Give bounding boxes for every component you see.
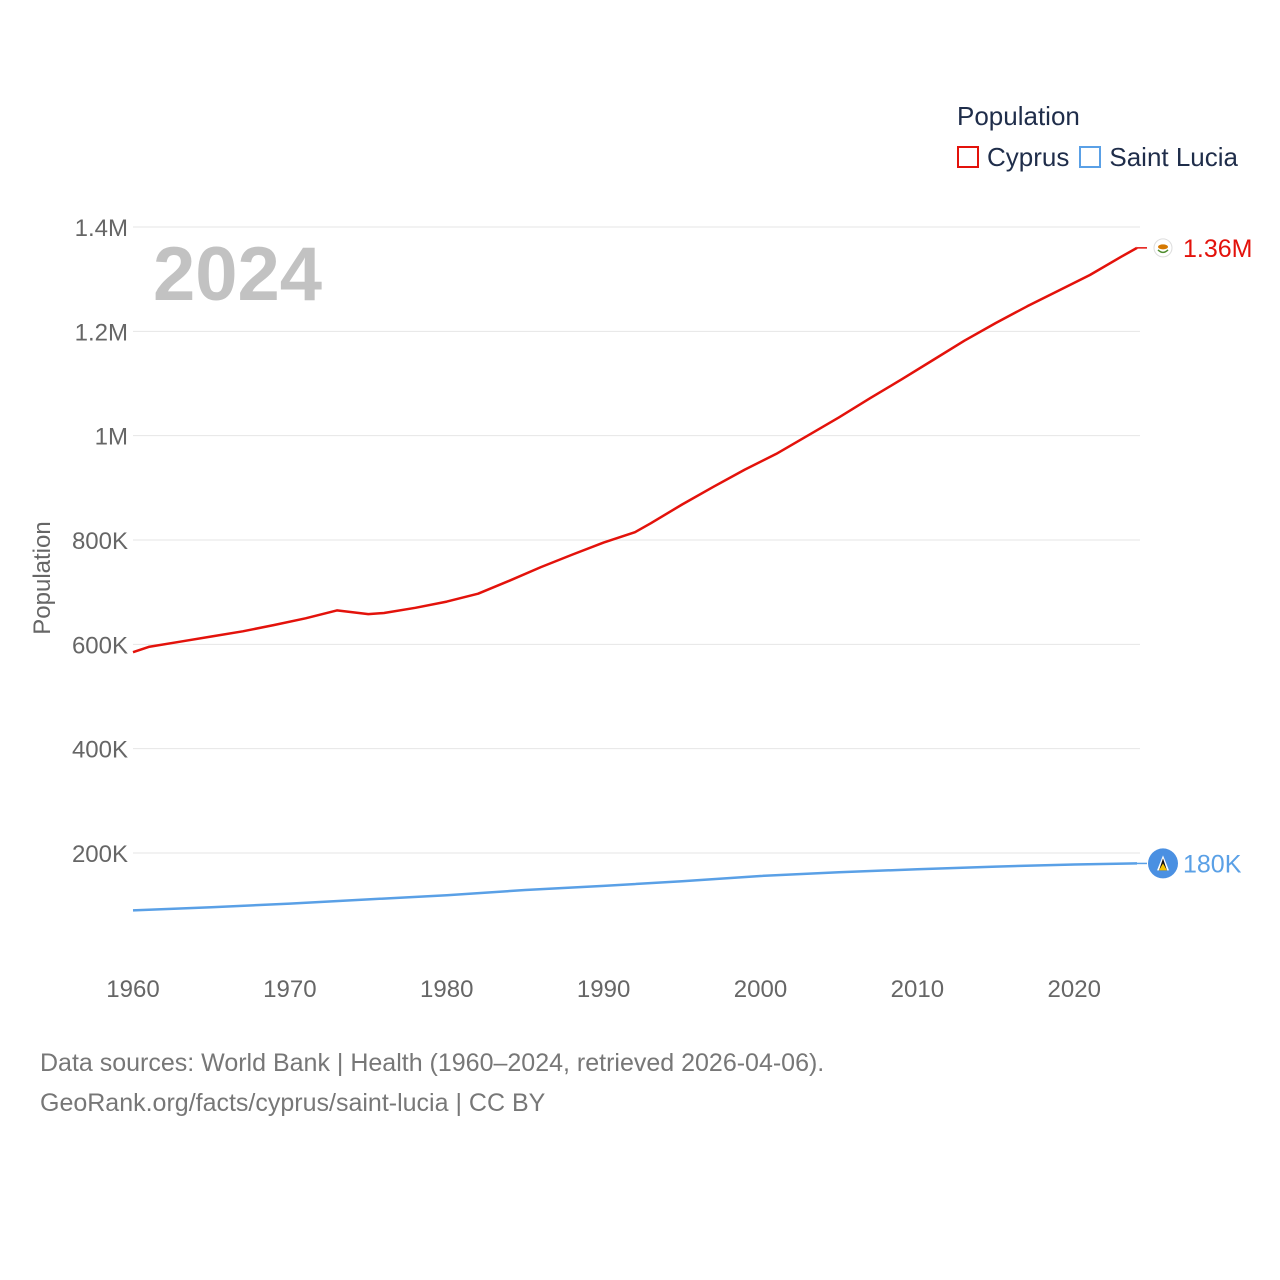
legend-item-saint-lucia[interactable]: Saint Lucia — [1079, 142, 1238, 172]
series-line-saint-lucia — [132, 862, 1138, 912]
caption: Data sources: World Bank | Health (1960–… — [40, 1043, 824, 1123]
y-axis-label: Population — [29, 521, 56, 634]
saint-lucia-flag-gold — [1159, 863, 1167, 871]
x-tick-label: 2020 — [1048, 976, 1101, 1003]
y-tick-label: 1M — [95, 424, 128, 451]
x-axis-ticks: 1960 1970 1980 1990 2000 2010 2020 — [106, 976, 1101, 1003]
caption-link[interactable]: GeoRank.org/facts/cyprus/saint-lucia | C… — [40, 1089, 546, 1117]
year-watermark: 2024 — [153, 232, 322, 317]
y-axis-ticks: 200K 400K 600K 800K 1M 1.2M 1.4M — [72, 215, 128, 868]
legend-swatch-cyprus — [957, 146, 979, 168]
cyprus-flag-island — [1158, 244, 1168, 250]
series-line-cyprus — [132, 246, 1138, 654]
legend-item-cyprus[interactable]: Cyprus — [957, 142, 1069, 172]
series-lines — [132, 246, 1138, 912]
end-value-label: 1.36M — [1183, 235, 1252, 263]
x-tick-label: 1980 — [420, 976, 473, 1003]
x-tick-label: 1960 — [106, 976, 159, 1003]
legend-items: Cyprus Saint Lucia — [957, 142, 1248, 172]
x-tick-label: 1990 — [577, 976, 630, 1003]
end-labels: 1.36M 180K — [1137, 235, 1252, 879]
x-tick-label: 2010 — [891, 976, 944, 1003]
y-tick-label: 600K — [72, 632, 128, 659]
caption-sources: Data sources: World Bank | Health (1960–… — [40, 1049, 825, 1077]
y-tick-label: 200K — [72, 841, 128, 868]
x-tick-label: 2000 — [734, 976, 787, 1003]
x-tick-label: 1970 — [263, 976, 316, 1003]
legend: Population Cyprus Saint Lucia — [957, 100, 1248, 172]
legend-title: Population — [957, 101, 1080, 131]
legend-swatch-saint-lucia — [1079, 146, 1102, 168]
y-tick-label: 800K — [72, 528, 128, 555]
y-tick-label: 400K — [72, 737, 128, 764]
grid-lines — [133, 226, 1140, 854]
y-tick-label: 1.4M — [75, 215, 128, 242]
legend-label-cyprus: Cyprus — [987, 142, 1070, 172]
legend-label-saint-lucia: Saint Lucia — [1109, 142, 1239, 172]
end-value-label: 180K — [1183, 850, 1242, 878]
y-tick-label: 1.2M — [75, 319, 128, 346]
cyprus-flag-branches — [1157, 249, 1169, 254]
